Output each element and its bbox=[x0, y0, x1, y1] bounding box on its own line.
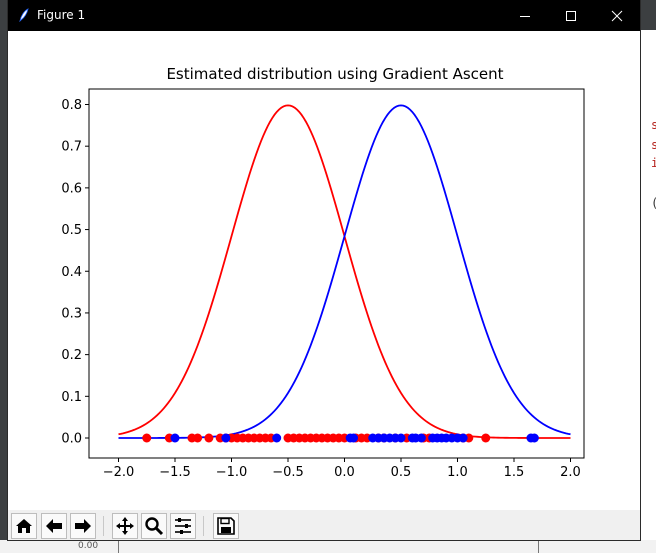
maximize-icon bbox=[566, 10, 576, 21]
y-tick-label: 0.8 bbox=[61, 98, 82, 113]
sample-point bbox=[481, 433, 491, 443]
x-tick-label: 1.0 bbox=[447, 465, 468, 480]
points-layer bbox=[142, 433, 539, 443]
density-curve bbox=[118, 104, 571, 439]
plot-area-frame bbox=[88, 88, 585, 459]
back-arrow-icon bbox=[46, 519, 62, 533]
configure-subplots-button[interactable] bbox=[170, 513, 196, 539]
toolbar-separator bbox=[203, 516, 204, 536]
background-bottom-strip: 0.00 bbox=[0, 540, 656, 553]
home-icon bbox=[16, 519, 32, 533]
forward-arrow-icon bbox=[75, 519, 91, 533]
y-tick-label: 0.3 bbox=[61, 306, 82, 321]
sample-point bbox=[204, 433, 214, 443]
x-tick-label: 0.5 bbox=[391, 465, 412, 480]
sample-point bbox=[458, 433, 468, 443]
x-tick-label: 0.0 bbox=[334, 465, 355, 480]
feather-icon bbox=[19, 8, 29, 22]
editor-glyph: s bbox=[651, 118, 656, 132]
editor-glyph: s bbox=[651, 138, 656, 152]
minimize-button[interactable] bbox=[502, 0, 548, 31]
curves-layer bbox=[118, 104, 571, 439]
figure-window: Figure 1 Estimated distribution using Gr… bbox=[8, 0, 640, 540]
sample-point bbox=[170, 433, 180, 443]
y-tick-label: 0.5 bbox=[61, 223, 82, 238]
editor-glyph: ( bbox=[651, 196, 656, 210]
zoom-icon bbox=[145, 517, 164, 536]
zoom-button[interactable] bbox=[141, 513, 167, 539]
save-icon bbox=[217, 517, 235, 535]
sample-point bbox=[529, 433, 539, 443]
home-button[interactable] bbox=[11, 513, 37, 539]
x-tick-label: 2.0 bbox=[560, 465, 581, 480]
chart: Estimated distribution using Gradient As… bbox=[61, 65, 585, 480]
pan-icon bbox=[116, 517, 134, 535]
divider bbox=[118, 540, 119, 553]
y-tick-label: 0.6 bbox=[61, 181, 82, 196]
forward-button[interactable] bbox=[70, 513, 96, 539]
x-tick-label: −0.5 bbox=[272, 465, 304, 480]
x-axis: −2.0 −1.5 −1.0 −0.5 0.0 0.5 1.0 1.5 2.0 bbox=[103, 458, 581, 480]
x-tick-label: −2.0 bbox=[103, 465, 135, 480]
y-axis: 0.0 0.1 0.2 0.3 0.4 0.5 0.6 0.7 0.8 bbox=[61, 98, 89, 447]
editor-glyph: i bbox=[651, 156, 656, 170]
configure-subplots-icon bbox=[175, 518, 191, 534]
minimize-icon bbox=[520, 15, 530, 17]
toolbar-separator bbox=[103, 516, 104, 536]
back-button[interactable] bbox=[41, 513, 67, 539]
background-editor-strip: s s i ( bbox=[640, 30, 656, 553]
x-tick-label: −1.0 bbox=[216, 465, 248, 480]
y-tick-label: 0.7 bbox=[61, 140, 82, 155]
close-icon bbox=[611, 10, 623, 21]
sample-point bbox=[349, 433, 359, 443]
y-tick-label: 0.2 bbox=[61, 348, 82, 363]
navigation-toolbar bbox=[8, 510, 640, 540]
density-curve bbox=[118, 104, 571, 439]
x-tick-label: −1.5 bbox=[159, 465, 191, 480]
maximize-button[interactable] bbox=[548, 0, 594, 31]
sample-point bbox=[272, 433, 282, 443]
title-bar[interactable]: Figure 1 bbox=[8, 0, 640, 31]
sample-point bbox=[221, 433, 231, 443]
y-tick-label: 0.0 bbox=[61, 432, 82, 447]
divider bbox=[538, 540, 539, 553]
close-button[interactable] bbox=[594, 0, 640, 31]
pan-button[interactable] bbox=[112, 513, 138, 539]
sample-point bbox=[416, 433, 426, 443]
sample-point bbox=[142, 433, 152, 443]
y-tick-label: 0.4 bbox=[61, 265, 82, 280]
sample-point bbox=[396, 433, 406, 443]
window-title: Figure 1 bbox=[37, 8, 86, 22]
figure-canvas[interactable]: Estimated distribution using Gradient As… bbox=[8, 31, 640, 510]
chart-title: Estimated distribution using Gradient As… bbox=[166, 65, 503, 83]
save-button[interactable] bbox=[213, 513, 239, 539]
background-number: 0.00 bbox=[78, 541, 99, 551]
y-tick-label: 0.1 bbox=[61, 390, 82, 405]
x-tick-label: 1.5 bbox=[504, 465, 525, 480]
sample-point bbox=[193, 433, 203, 443]
